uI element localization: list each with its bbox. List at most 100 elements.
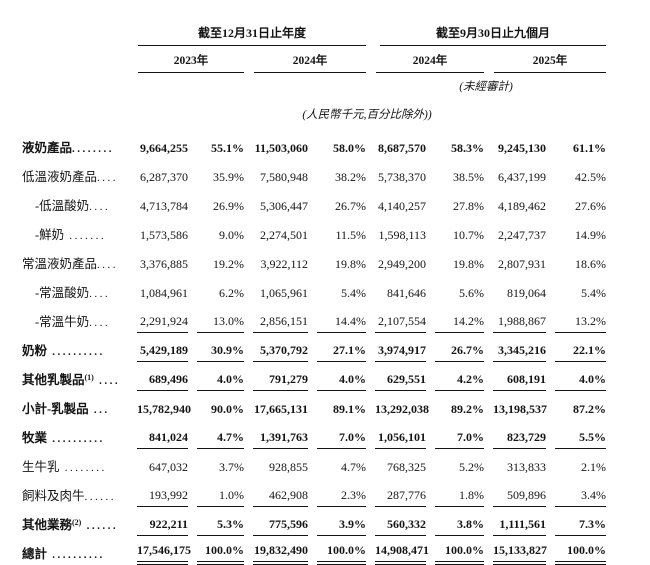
cell-value: 2,949,200 xyxy=(378,257,427,271)
cell-percent: 18.6% xyxy=(575,257,607,271)
cell-value: 3,376,885 xyxy=(140,257,188,271)
cell-value: 2,856,151 xyxy=(253,314,308,333)
cell-value: 2,274,501 xyxy=(260,228,308,242)
cell-value: 13,198,537 xyxy=(493,402,548,416)
year-column-2025: 2025年 xyxy=(494,52,607,73)
cell-value: 819,064 xyxy=(507,286,547,300)
cell-value: 17,665,131 xyxy=(254,402,308,416)
cell-percent: 58.3% xyxy=(451,141,485,155)
cell-value: 4,713,784 xyxy=(140,199,188,213)
cell-value: 2,807,931 xyxy=(498,257,547,271)
cell-percent: 14.4% xyxy=(317,314,367,333)
cell-percent: 100.0% xyxy=(317,543,367,565)
row-label: 低溫液奶產品 xyxy=(22,170,98,184)
cell-value: 5,306,447 xyxy=(260,199,308,213)
cell-percent: 13.2% xyxy=(555,314,607,333)
year-column-2024: 2024年 xyxy=(254,52,367,73)
row-label: 其他業務 xyxy=(22,518,73,532)
cell-percent: 14.2% xyxy=(435,314,485,333)
cell-percent: 100.0% xyxy=(555,543,607,565)
cell-percent: 3.4% xyxy=(555,488,607,507)
cell-percent: 19.8% xyxy=(335,257,367,271)
cell-percent: 5.3% xyxy=(197,517,244,536)
year-column-2024-nine-months: 2024年 xyxy=(376,52,485,73)
cell-percent: 89.1% xyxy=(333,402,367,416)
cell-percent: 38.5% xyxy=(453,170,485,184)
leader-dots: .......... xyxy=(47,549,105,561)
cell-value: 775,596 xyxy=(253,517,308,536)
row-label: 其他乳製品 xyxy=(22,373,85,387)
cell-value: 193,992 xyxy=(137,488,188,507)
cell-percent: 3.8% xyxy=(435,517,485,536)
cell-percent: 4.0% xyxy=(197,372,244,391)
cell-value: 823,729 xyxy=(493,430,547,449)
cell-percent: 87.2% xyxy=(573,402,607,416)
cell-value: 560,332 xyxy=(375,517,427,536)
row-liquid-milk: 液奶產品........ 9,664,255 55.1% 11,503,060 … xyxy=(22,130,606,159)
row-fresh-milk: -鮮奶 ....... 1,573,586 9.0% 2,274,501 11.… xyxy=(22,217,606,246)
cell-value: 2,291,924 xyxy=(137,314,188,333)
cell-percent: 3.7% xyxy=(219,460,244,474)
cell-value: 15,782,940 xyxy=(137,402,191,416)
cell-value: 768,325 xyxy=(387,460,427,474)
cell-value: 6,437,199 xyxy=(498,170,547,184)
cell-percent: 7.0% xyxy=(435,430,485,449)
cell-percent: 89.2% xyxy=(451,402,485,416)
cell-value: 4,189,462 xyxy=(498,199,547,213)
period-header-row: 截至12月31日止年度 截至9月30日止九個月 xyxy=(22,16,607,46)
leader-dots: .... xyxy=(97,259,119,271)
leader-dots: ....... xyxy=(64,230,107,242)
leader-dots: .... xyxy=(89,288,111,300)
leader-dots: ...... xyxy=(84,491,117,503)
row-other-dairy-products: 其他乳製品(1) .... 689,496 4.0% 791,279 4.0% … xyxy=(22,362,607,391)
cell-percent: 27.8% xyxy=(453,199,485,213)
cell-percent: 1.0% xyxy=(197,488,244,507)
cell-value: 11,503,060 xyxy=(254,141,308,155)
cell-percent: 4.0% xyxy=(555,372,607,391)
row-farming: 牧業 .......... 841,024 4.7% 1,391,763 7.0… xyxy=(22,420,607,449)
cell-percent: 100.0% xyxy=(435,543,485,565)
row-label: 小計-乳製品 xyxy=(22,402,89,416)
cell-value: 5,429,189 xyxy=(137,343,188,362)
cell-value: 922,211 xyxy=(137,517,188,536)
unaudited-note-row: (未經審計) xyxy=(22,73,606,96)
cell-percent: 5.2% xyxy=(459,460,485,474)
row-label: 總計 xyxy=(22,547,48,561)
cell-value: 1,391,763 xyxy=(253,430,308,449)
cell-percent: 19.2% xyxy=(213,257,244,271)
row-feed-and-beef-cattle: 飼料及肉牛...... 193,992 1.0% 462,908 2.3% 28… xyxy=(22,478,607,507)
cell-value: 19,832,490 xyxy=(253,543,308,565)
cell-value: 791,279 xyxy=(253,372,308,391)
cell-value: 841,646 xyxy=(387,286,427,300)
period-header-annual: 截至12月31日止年度 xyxy=(138,24,367,46)
cell-value: 13,292,038 xyxy=(375,402,430,416)
cell-percent: 100.0% xyxy=(197,543,244,565)
cell-value: 928,855 xyxy=(269,460,308,474)
period-header-nine-months: 截至9月30日止九個月 xyxy=(380,24,607,46)
leader-dots: ........ xyxy=(72,143,115,155)
cell-value: 14,908,471 xyxy=(375,543,429,565)
cell-value: 2,247,737 xyxy=(498,228,547,242)
cell-percent: 9.0% xyxy=(219,228,244,242)
cell-percent: 4.2% xyxy=(435,372,485,391)
cell-value: 15,133,827 xyxy=(493,543,547,565)
row-ambient-milk: -常溫牛奶.... 2,291,924 13.0% 2,856,151 14.4… xyxy=(22,304,607,333)
row-chilled-yogurt: -低溫酸奶.... 4,713,784 26.9% 5,306,447 26.7… xyxy=(22,188,606,217)
cell-value: 4,140,257 xyxy=(378,199,427,213)
cell-value: 689,496 xyxy=(137,372,188,391)
row-ambient-yogurt: -常溫酸奶.... 1,084,961 6.2% 1,065,961 5.4% … xyxy=(22,275,606,304)
cell-value: 3,345,216 xyxy=(493,343,547,362)
cell-percent: 7.0% xyxy=(317,430,367,449)
row-label: 奶粉 xyxy=(22,344,48,358)
cell-value: 6,287,370 xyxy=(140,170,188,184)
row-total: 總計 .......... 17,546,175 100.0% 19,832,4… xyxy=(22,536,607,565)
cell-percent: 4.7% xyxy=(197,430,244,449)
cell-value: 629,551 xyxy=(375,372,427,391)
cell-percent: 5.6% xyxy=(459,286,485,300)
footnote-ref: (1) xyxy=(84,373,94,382)
unaudited-note: (未經審計) xyxy=(459,81,513,93)
cell-value: 17,546,175 xyxy=(137,543,191,565)
cell-percent: 3.9% xyxy=(317,517,367,536)
cell-percent: 19.8% xyxy=(453,257,485,271)
cell-value: 7,580,948 xyxy=(260,170,308,184)
